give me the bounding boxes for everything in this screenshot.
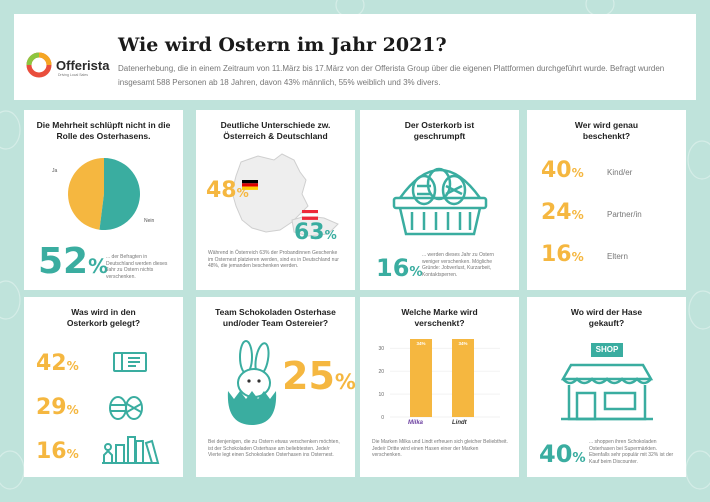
- offerista-logo-icon: [26, 52, 52, 78]
- card-osterkorb: Der Osterkorb ist geschrumpft 16% ... we…: [360, 110, 519, 290]
- austria-flag-icon: [301, 210, 319, 220]
- recipient-number: 16: [541, 242, 572, 267]
- y-tick-label: 30: [378, 346, 384, 352]
- germany-number: 48: [206, 178, 237, 203]
- voucher-icon: [113, 352, 147, 372]
- recipient-label: Partner/in: [607, 210, 642, 219]
- card-gekauft: Wo wird der Hase gekauft? SHOP 40% ... s…: [527, 297, 686, 477]
- card-title: Wer wird genau beschenkt?: [574, 120, 639, 141]
- percent-sign: %: [66, 359, 79, 373]
- y-tick-label: 10: [378, 392, 384, 398]
- recipient-number: 40: [541, 158, 572, 183]
- row-percentage: 29%: [36, 397, 79, 419]
- pie-label-ja: Ja: [52, 168, 58, 174]
- easter-basket-icon: [392, 167, 488, 236]
- big-number: 25: [282, 354, 335, 398]
- big-percentage: 40%: [539, 442, 586, 466]
- card-title: Wo wird der Hase gekauft?: [570, 307, 643, 328]
- page-title: Wie wird Ostern im Jahr 2021?: [118, 34, 447, 56]
- percent-sign: %: [66, 447, 79, 461]
- bar-milka: [410, 339, 432, 417]
- card-description: ... werden dieses Jahr zu Ostern weniger…: [422, 252, 494, 278]
- recipient-percentage: 24%: [541, 202, 584, 224]
- card-beschenkt: Wer wird genau beschenkt? 40% Kind/er 24% P…: [527, 110, 686, 290]
- easter-eggs-icon: [109, 396, 143, 420]
- big-number: 16: [376, 254, 410, 282]
- percent-sign: %: [236, 186, 249, 200]
- y-tick-label: 0: [381, 415, 384, 421]
- row-number: 29: [36, 395, 67, 420]
- bar-data-label: 34%: [458, 341, 467, 346]
- card-description: Während in Österreich 63% der Probandinn…: [208, 250, 339, 269]
- recipient-number: 24: [541, 200, 572, 225]
- card-team: Team Schokoladen Osterhase und/oder Team…: [196, 297, 356, 477]
- card-title: Der Osterkorb ist geschrumpft: [404, 120, 475, 141]
- percent-sign: %: [88, 255, 108, 278]
- card-osterhase: Die Mehrheit schlüpft nicht in die Rolle…: [24, 110, 183, 290]
- row-number: 42: [36, 351, 67, 376]
- milka-label: Milka: [408, 420, 424, 426]
- percent-sign: %: [572, 451, 586, 466]
- books-and-games-icon: [102, 436, 160, 464]
- percent-sign: %: [571, 250, 584, 264]
- card-title: Was wird in den Osterkorb gelegt?: [66, 307, 141, 328]
- pie-slice-nein: [99, 158, 140, 230]
- germany-austria-map-icon: [231, 153, 339, 237]
- percent-sign: %: [571, 166, 584, 180]
- percent-sign: %: [66, 403, 79, 417]
- pie-slice-ja: [68, 158, 104, 230]
- logo-tagline: Driving Local Sales: [58, 73, 88, 77]
- card-description: Die Marken Milka und Lindt erfreuen sich…: [372, 439, 508, 458]
- offerista-logo: Offerista Driving Local Sales: [26, 52, 110, 82]
- page-subtitle: Datenerhebung, die in einem Zeitraum von…: [118, 64, 665, 87]
- card-title: Team Schokoladen Osterhase und/oder Team…: [215, 307, 336, 328]
- bar-lindt: [452, 339, 474, 417]
- row-percentage: 16%: [36, 441, 79, 463]
- card-description: ... shoppen ihren Schokoladen Osterhasen…: [589, 439, 674, 465]
- percent-sign: %: [571, 208, 584, 222]
- germany-flag-icon: [242, 180, 258, 190]
- card-title: Die Mehrheit schlüpft nicht in die Rolle…: [36, 120, 171, 141]
- lindt-label: Lindt: [452, 420, 467, 426]
- y-tick-label: 20: [378, 369, 384, 375]
- germany-percentage: 48%: [206, 180, 249, 202]
- card-korb-inhalt: Was wird in den Osterkorb gelegt? 42% 29…: [24, 297, 183, 477]
- header-panel: Offerista Driving Local Sales Wie wird O…: [14, 14, 696, 100]
- brand-bar-chart: 0 10 20 30 34% 34%: [378, 339, 500, 421]
- row-percentage: 42%: [36, 353, 79, 375]
- shop-sign-label: SHOP: [595, 345, 619, 354]
- big-percentage: 52%: [38, 244, 108, 280]
- row-number: 16: [36, 439, 67, 464]
- big-percentage: 16%: [376, 256, 423, 280]
- recipient-label: Kind/er: [607, 168, 633, 177]
- card-unterschiede: Deutliche Unterschiede zw. Österreich & …: [196, 110, 355, 290]
- card-title: Welche Marke wird verschenkt?: [401, 307, 478, 328]
- big-number: 52: [38, 241, 89, 282]
- recipient-percentage: 16%: [541, 244, 584, 266]
- recipient-percentage: 40%: [541, 160, 584, 182]
- austria-percentage: 63%: [294, 222, 337, 244]
- card-description: ... der Befragten in Deutschland werden …: [106, 254, 168, 280]
- big-percentage: 25%: [282, 357, 356, 395]
- big-number: 40: [539, 440, 573, 468]
- card-marke: Welche Marke wird verschenkt? 0 10 20 30 34%…: [360, 297, 519, 477]
- shop-icon: [560, 343, 654, 421]
- bar-data-label: 34%: [416, 341, 425, 346]
- percent-sign: %: [409, 265, 423, 280]
- pie-chart: Ja Nein: [52, 158, 155, 230]
- card-description: Bei denjenigen, die zu Ostern etwas vers…: [208, 439, 340, 458]
- percent-sign: %: [324, 228, 337, 242]
- recipient-label: Eltern: [607, 252, 628, 261]
- logo-text: Offerista: [56, 58, 110, 73]
- pie-label-nein: Nein: [144, 218, 155, 224]
- card-title: Deutliche Unterschiede zw. Österreich & …: [220, 120, 331, 141]
- percent-sign: %: [334, 370, 356, 394]
- austria-number: 63: [294, 220, 325, 245]
- chocolate-bunny-in-egg-icon: [227, 340, 277, 425]
